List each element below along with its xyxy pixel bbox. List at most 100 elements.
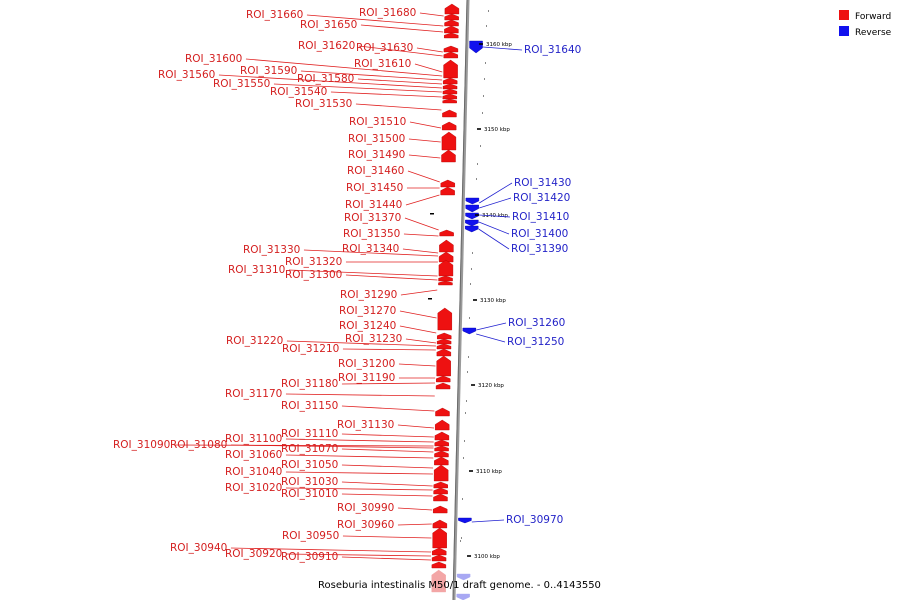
forward-feature-arrow[interactable] xyxy=(436,343,452,350)
forward-feature-arrow[interactable] xyxy=(434,450,449,458)
forward-label-roi-31650[interactable]: ROI_31650 xyxy=(300,19,357,31)
reverse-feature-arrow[interactable] xyxy=(469,40,483,54)
forward-label-roi-31070[interactable]: ROI_31070 xyxy=(281,443,338,455)
forward-feature-arrow[interactable] xyxy=(442,93,458,100)
forward-label-roi-31180[interactable]: ROI_31180 xyxy=(281,378,338,390)
reverse-feature-arrow[interactable] xyxy=(456,593,470,600)
forward-label-roi-31080[interactable]: ROI_31080 xyxy=(170,439,227,451)
forward-label-roi-31460[interactable]: ROI_31460 xyxy=(347,165,404,177)
forward-label-roi-31110[interactable]: ROI_31110 xyxy=(281,428,338,440)
forward-label-roi-31370[interactable]: ROI_31370 xyxy=(344,212,401,224)
forward-feature-arrow[interactable] xyxy=(437,307,453,331)
forward-label-roi-31550[interactable]: ROI_31550 xyxy=(213,78,270,90)
reverse-feature-arrow[interactable] xyxy=(465,204,479,213)
forward-feature-arrow[interactable] xyxy=(442,98,457,104)
forward-label-roi-31240[interactable]: ROI_31240 xyxy=(339,320,396,332)
forward-feature-arrow[interactable] xyxy=(439,239,454,253)
forward-label-roi-31230[interactable]: ROI_31230 xyxy=(345,333,402,345)
forward-label-roi-31530[interactable]: ROI_31530 xyxy=(295,98,352,110)
forward-feature-arrow[interactable] xyxy=(431,554,447,562)
forward-feature-arrow[interactable] xyxy=(433,481,448,489)
reverse-feature-arrow[interactable] xyxy=(456,573,471,581)
forward-feature-arrow[interactable] xyxy=(438,280,453,286)
forward-feature-arrow[interactable] xyxy=(433,464,449,482)
forward-feature-arrow[interactable] xyxy=(435,407,450,417)
forward-feature-arrow[interactable] xyxy=(434,445,449,452)
forward-label-roi-31450[interactable]: ROI_31450 xyxy=(346,182,403,194)
forward-feature-arrow[interactable] xyxy=(443,45,459,53)
forward-label-roi-31610[interactable]: ROI_31610 xyxy=(354,58,411,70)
forward-label-roi-31590[interactable]: ROI_31590 xyxy=(240,65,297,77)
forward-feature-arrow[interactable] xyxy=(434,456,449,466)
reverse-label-roi-31420[interactable]: ROI_31420 xyxy=(513,192,570,204)
forward-label-roi-31490[interactable]: ROI_31490 xyxy=(348,149,405,161)
forward-label-roi-31320[interactable]: ROI_31320 xyxy=(285,256,342,268)
forward-label-roi-31440[interactable]: ROI_31440 xyxy=(345,199,402,211)
reverse-label-roi-31410[interactable]: ROI_31410 xyxy=(512,211,569,223)
forward-label-roi-31300[interactable]: ROI_31300 xyxy=(285,269,342,281)
forward-label-roi-31580[interactable]: ROI_31580 xyxy=(297,73,354,85)
forward-label-roi-30940[interactable]: ROI_30940 xyxy=(170,542,227,554)
forward-label-roi-31010[interactable]: ROI_31010 xyxy=(281,488,338,500)
forward-label-roi-31510[interactable]: ROI_31510 xyxy=(349,116,406,128)
forward-feature-arrow[interactable] xyxy=(442,109,457,118)
forward-feature-arrow[interactable] xyxy=(433,493,448,502)
forward-feature-arrow[interactable] xyxy=(434,431,450,441)
forward-feature-arrow[interactable] xyxy=(432,547,447,556)
forward-feature-arrow[interactable] xyxy=(441,149,456,163)
forward-feature-arrow[interactable] xyxy=(442,77,458,85)
forward-feature-arrow[interactable] xyxy=(435,419,450,431)
forward-label-roi-31290[interactable]: ROI_31290 xyxy=(340,289,397,301)
forward-feature-arrow[interactable] xyxy=(437,332,452,340)
forward-label-roi-31090[interactable]: ROI_31090 xyxy=(113,439,170,451)
forward-feature-arrow[interactable] xyxy=(444,25,459,34)
forward-label-roi-30990[interactable]: ROI_30990 xyxy=(337,502,394,514)
forward-feature-arrow[interactable] xyxy=(436,355,451,377)
forward-label-roi-31540[interactable]: ROI_31540 xyxy=(270,86,327,98)
forward-feature-arrow[interactable] xyxy=(444,19,459,27)
reverse-label-roi-31640[interactable]: ROI_31640 xyxy=(524,44,581,56)
forward-label-roi-31340[interactable]: ROI_31340 xyxy=(342,243,399,255)
reverse-label-roi-30970[interactable]: ROI_30970 xyxy=(506,514,563,526)
forward-label-roi-31600[interactable]: ROI_31600 xyxy=(185,53,242,65)
forward-feature-arrow[interactable] xyxy=(441,121,457,131)
forward-label-roi-31330[interactable]: ROI_31330 xyxy=(243,244,300,256)
forward-feature-arrow[interactable] xyxy=(441,131,457,151)
forward-label-roi-31040[interactable]: ROI_31040 xyxy=(225,466,282,478)
forward-feature-arrow[interactable] xyxy=(442,88,458,95)
forward-label-roi-31150[interactable]: ROI_31150 xyxy=(281,400,338,412)
forward-label-roi-30950[interactable]: ROI_30950 xyxy=(282,530,339,542)
forward-feature-arrow[interactable] xyxy=(438,275,453,282)
forward-label-roi-31020[interactable]: ROI_31020 xyxy=(225,482,282,494)
forward-label-roi-30920[interactable]: ROI_30920 xyxy=(225,548,282,560)
reverse-feature-arrow[interactable] xyxy=(458,517,472,524)
forward-feature-arrow[interactable] xyxy=(432,505,448,514)
forward-label-roi-30960[interactable]: ROI_30960 xyxy=(337,519,394,531)
forward-feature-arrow[interactable] xyxy=(444,3,460,15)
reverse-label-roi-31260[interactable]: ROI_31260 xyxy=(508,317,565,329)
forward-feature-arrow[interactable] xyxy=(440,179,455,188)
forward-feature-arrow[interactable] xyxy=(436,348,452,357)
forward-feature-arrow[interactable] xyxy=(432,527,447,549)
reverse-feature-arrow[interactable] xyxy=(462,327,477,335)
forward-feature-arrow[interactable] xyxy=(433,487,448,495)
forward-feature-arrow[interactable] xyxy=(436,338,452,345)
forward-label-roi-31220[interactable]: ROI_31220 xyxy=(226,335,283,347)
forward-feature-arrow[interactable] xyxy=(438,251,454,263)
forward-feature-arrow[interactable] xyxy=(438,259,454,277)
forward-label-roi-31270[interactable]: ROI_31270 xyxy=(339,305,396,317)
forward-feature-arrow[interactable] xyxy=(435,382,451,390)
forward-label-roi-31350[interactable]: ROI_31350 xyxy=(343,228,400,240)
reverse-feature-arrow[interactable] xyxy=(465,219,479,227)
forward-feature-arrow[interactable] xyxy=(444,13,459,21)
forward-label-roi-31210[interactable]: ROI_31210 xyxy=(282,343,339,355)
forward-label-roi-31170[interactable]: ROI_31170 xyxy=(225,388,282,400)
forward-feature-arrow[interactable] xyxy=(432,519,448,529)
forward-label-roi-31660[interactable]: ROI_31660 xyxy=(246,9,303,21)
forward-feature-arrow[interactable] xyxy=(431,569,446,593)
reverse-label-roi-31400[interactable]: ROI_31400 xyxy=(511,228,568,240)
forward-feature-arrow[interactable] xyxy=(442,83,458,90)
forward-label-roi-31310[interactable]: ROI_31310 xyxy=(228,264,285,276)
forward-feature-arrow[interactable] xyxy=(431,561,447,569)
reverse-feature-arrow[interactable] xyxy=(465,212,479,220)
